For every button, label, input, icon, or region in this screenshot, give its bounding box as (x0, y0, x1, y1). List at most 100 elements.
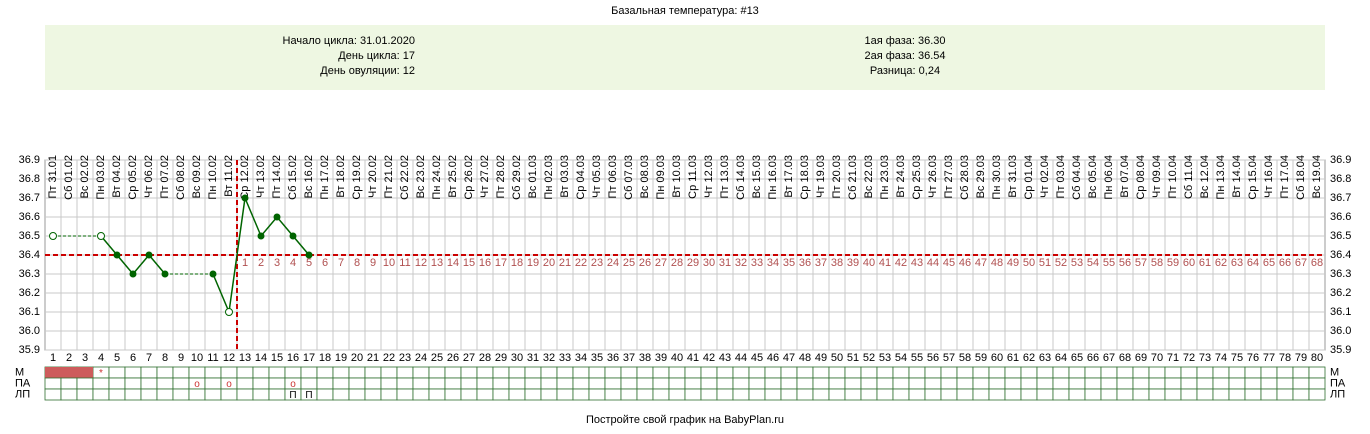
row-cell (1308, 366, 1326, 379)
post-ovulation-day: 57 (1135, 257, 1147, 269)
post-ovulation-day: 44 (927, 257, 939, 269)
row-cell (716, 388, 734, 401)
temperature-point (129, 270, 137, 278)
day-number: 48 (799, 352, 811, 364)
y-tick-label-right: 36.1 (1330, 306, 1351, 318)
row-cell (140, 366, 158, 379)
y-tick-label: 36.5 (19, 230, 40, 242)
day-number: 30 (511, 352, 523, 364)
y-tick-label-right: 36.6 (1330, 211, 1351, 223)
post-ovulation-day: 6 (322, 257, 328, 269)
date-label: Пн 06.04 (1103, 155, 1115, 200)
date-label: Пт 28.02 (495, 155, 507, 199)
row-cell (252, 388, 270, 401)
day-number: 77 (1263, 352, 1275, 364)
row-cell (876, 377, 894, 390)
row-cell (812, 388, 830, 401)
date-label: Сб 15.02 (287, 155, 299, 200)
row-cell (268, 377, 286, 390)
date-label: Вт 14.04 (1231, 155, 1243, 198)
day-number: 23 (399, 352, 411, 364)
row-cell (428, 377, 446, 390)
row-cell (572, 366, 590, 379)
date-label: Вт 31.03 (1007, 155, 1019, 198)
day-number: 54 (895, 352, 907, 364)
row-cell (124, 366, 142, 379)
row-cell (1180, 377, 1198, 390)
post-ovulation-day: 67 (1295, 257, 1307, 269)
day-number: 37 (623, 352, 635, 364)
row-cell (76, 377, 94, 390)
row-cell (972, 377, 990, 390)
date-label: Сб 11.04 (1183, 155, 1195, 199)
y-tick-label: 36.2 (19, 287, 40, 299)
row-cell (1132, 377, 1150, 390)
post-ovulation-day: 41 (879, 257, 891, 269)
post-ovulation-day: 4 (290, 257, 296, 269)
row-cell (684, 388, 702, 401)
temperature-point (225, 308, 233, 316)
day-number: 35 (591, 352, 603, 364)
day-number: 40 (671, 352, 683, 364)
row-cell (636, 366, 654, 379)
row-cell (588, 377, 606, 390)
day-number: 21 (367, 352, 379, 364)
day-number: 73 (1199, 352, 1211, 364)
row-cell (748, 388, 766, 401)
row-cell (988, 388, 1006, 401)
row-mark: П (289, 390, 296, 401)
date-label: Вс 19.04 (1311, 155, 1323, 198)
date-label: Сб 04.04 (1071, 155, 1083, 200)
day-number: 6 (130, 352, 136, 364)
post-ovulation-day: 61 (1199, 257, 1211, 269)
day-number: 71 (1167, 352, 1179, 364)
row-cell (556, 366, 574, 379)
row-cell (1260, 366, 1278, 379)
day-number: 1 (50, 352, 56, 364)
row-cell (844, 388, 862, 401)
row-cell (588, 366, 606, 379)
date-label: Вс 16.02 (303, 155, 315, 198)
post-ovulation-day: 68 (1311, 257, 1323, 269)
post-ovulation-day: 26 (639, 257, 651, 269)
post-ovulation-day: 3 (274, 257, 280, 269)
day-number: 22 (383, 352, 395, 364)
row-cell (1276, 366, 1294, 379)
row-cell (652, 388, 670, 401)
post-ovulation-day: 59 (1167, 257, 1179, 269)
row-cell (732, 388, 750, 401)
y-tick-label: 36.7 (19, 192, 40, 204)
row-cell (60, 377, 78, 390)
row-cell (668, 388, 686, 401)
row-cell (892, 366, 910, 379)
day-number: 52 (863, 352, 875, 364)
row-cell (1116, 366, 1134, 379)
filled-cell (45, 367, 61, 378)
day-number: 60 (991, 352, 1003, 364)
row-cell (300, 366, 318, 379)
post-ovulation-day: 27 (655, 257, 667, 269)
row-cell (1052, 366, 1070, 379)
row-cell (1276, 388, 1294, 401)
day-number: 69 (1135, 352, 1147, 364)
row-cell (1212, 366, 1230, 379)
date-label: Вт 25.02 (447, 155, 459, 198)
post-ovulation-day: 48 (991, 257, 1003, 269)
row-cell (828, 377, 846, 390)
row-cell (140, 388, 158, 401)
row-cell (444, 377, 462, 390)
row-cell (844, 377, 862, 390)
post-ovulation-day: 62 (1215, 257, 1227, 269)
row-cell (572, 388, 590, 401)
info-box (45, 25, 1325, 90)
day-number: 12 (223, 352, 235, 364)
date-label: Чт 12.03 (703, 155, 715, 198)
row-cell (892, 388, 910, 401)
post-ovulation-day: 28 (671, 257, 683, 269)
row-cell (1292, 377, 1310, 390)
row-cell (1084, 366, 1102, 379)
temperature-point (161, 270, 169, 278)
y-tick-label-right: 36.9 (1330, 154, 1351, 166)
date-label: Ср 11.03 (687, 155, 699, 199)
date-label: Сб 18.04 (1295, 155, 1307, 200)
